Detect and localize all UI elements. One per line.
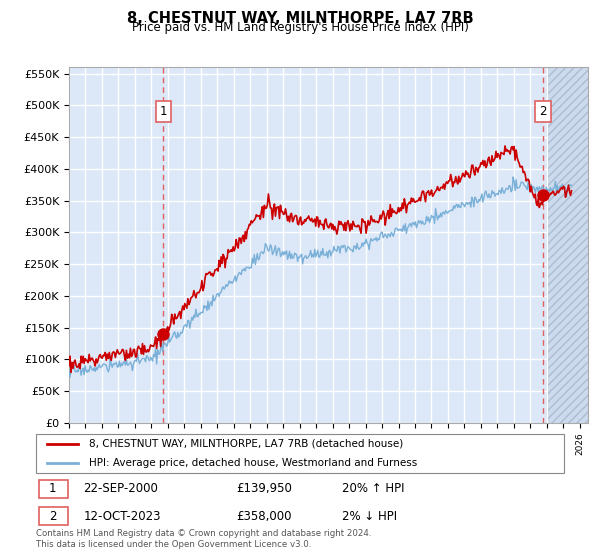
Text: 8, CHESTNUT WAY, MILNTHORPE, LA7 7RB (detached house): 8, CHESTNUT WAY, MILNTHORPE, LA7 7RB (de… bbox=[89, 439, 403, 449]
FancyBboxPatch shape bbox=[38, 479, 68, 498]
Text: 1: 1 bbox=[49, 482, 56, 495]
Text: 12-OCT-2023: 12-OCT-2023 bbox=[83, 510, 161, 523]
Text: 1: 1 bbox=[160, 105, 167, 118]
Text: 20% ↑ HPI: 20% ↑ HPI bbox=[342, 482, 405, 495]
Text: Price paid vs. HM Land Registry's House Price Index (HPI): Price paid vs. HM Land Registry's House … bbox=[131, 21, 469, 34]
Text: 22-SEP-2000: 22-SEP-2000 bbox=[83, 482, 158, 495]
Text: £358,000: £358,000 bbox=[236, 510, 292, 523]
Text: 8, CHESTNUT WAY, MILNTHORPE, LA7 7RB: 8, CHESTNUT WAY, MILNTHORPE, LA7 7RB bbox=[127, 11, 473, 26]
Text: HPI: Average price, detached house, Westmorland and Furness: HPI: Average price, detached house, West… bbox=[89, 459, 417, 468]
FancyBboxPatch shape bbox=[38, 507, 68, 525]
Text: 2% ↓ HPI: 2% ↓ HPI bbox=[342, 510, 397, 523]
Text: 2: 2 bbox=[49, 510, 56, 523]
Text: Contains HM Land Registry data © Crown copyright and database right 2024.
This d: Contains HM Land Registry data © Crown c… bbox=[36, 529, 371, 549]
Text: 2: 2 bbox=[539, 105, 547, 118]
Text: £139,950: £139,950 bbox=[236, 482, 293, 495]
